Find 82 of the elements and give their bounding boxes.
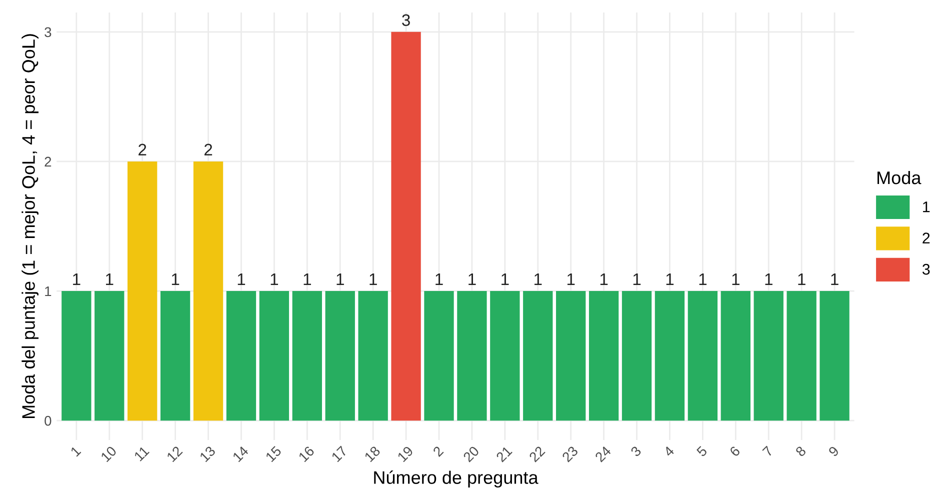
data-label: 1 <box>798 274 806 285</box>
bar <box>358 291 388 421</box>
x-tick-label: 15 <box>265 446 282 462</box>
data-label: 1 <box>502 274 509 285</box>
bar <box>556 291 586 421</box>
bar <box>325 291 355 421</box>
bar <box>391 32 421 421</box>
data-label: 1 <box>270 274 278 285</box>
bar <box>720 291 750 421</box>
x-tick-label: 4 <box>663 446 675 458</box>
data-label: 1 <box>370 274 377 285</box>
data-label: 1 <box>831 274 838 285</box>
x-tick-label: 18 <box>364 446 381 462</box>
bar <box>786 291 816 421</box>
x-tick-label: 9 <box>828 446 840 458</box>
data-label: 1 <box>436 274 443 285</box>
x-tick-label: 10 <box>100 446 118 462</box>
bar <box>259 291 290 421</box>
y-tick-label: 3 <box>44 27 52 38</box>
data-label: 1 <box>765 274 772 285</box>
y-tick-label: 2 <box>44 156 52 167</box>
legend-label: 2 <box>922 232 930 244</box>
data-label: 1 <box>534 274 542 285</box>
bar <box>523 291 553 421</box>
data-label: 1 <box>633 274 641 285</box>
bar <box>654 291 685 421</box>
data-label: 3 <box>402 14 410 26</box>
x-tick-label: 2 <box>432 446 444 457</box>
data-label: 1 <box>304 274 311 285</box>
bar <box>490 291 520 421</box>
x-tick-label: 3 <box>630 446 642 458</box>
legend-label: 3 <box>922 264 930 275</box>
x-axis-title: Número de pregunta <box>374 470 538 488</box>
x-tick-label: 11 <box>134 446 150 462</box>
bar <box>754 291 784 421</box>
y-tick-label: 0 <box>44 416 52 426</box>
x-tick-label: 24 <box>594 445 612 462</box>
legend-label: 1 <box>923 202 930 212</box>
x-tick-label: 13 <box>199 446 216 462</box>
x-tick-label: 1 <box>70 446 82 457</box>
y-tick-label: 1 <box>45 286 52 296</box>
x-tick-label: 5 <box>696 446 708 458</box>
x-tick-label: 16 <box>298 446 315 462</box>
y-axis-title: Moda del puntaje (1 = mejor QoL, 4 = peor QoL) <box>22 34 38 418</box>
data-label: 1 <box>336 274 344 285</box>
x-tick-label: 20 <box>462 446 480 463</box>
bar <box>424 291 454 421</box>
bar <box>128 161 158 421</box>
x-tick-label: 8 <box>794 446 807 458</box>
bar <box>622 291 652 421</box>
data-label: 1 <box>73 274 80 285</box>
bar <box>94 291 124 421</box>
data-label: 1 <box>699 274 707 285</box>
bar <box>688 291 718 421</box>
data-label: 1 <box>106 274 114 285</box>
bar <box>588 291 619 421</box>
bar <box>292 291 322 421</box>
data-label: 1 <box>666 274 674 285</box>
bar <box>62 291 92 421</box>
bar <box>226 291 256 421</box>
bar <box>457 291 487 421</box>
x-tick-label: 21 <box>496 446 512 462</box>
x-tick-label: 22 <box>528 446 546 462</box>
data-label: 1 <box>172 274 180 285</box>
data-label: 1 <box>600 274 608 285</box>
data-label: 2 <box>138 144 146 156</box>
x-tick-label: 17 <box>331 446 348 462</box>
bar <box>820 291 850 421</box>
x-tick-label: 7 <box>762 446 774 457</box>
x-tick-label: 14 <box>232 446 249 462</box>
data-label: 1 <box>238 274 246 285</box>
x-tick-label: 12 <box>166 446 183 462</box>
data-label: 1 <box>567 274 575 285</box>
x-tick-label: 19 <box>397 446 414 462</box>
bar <box>193 161 224 421</box>
x-tick-label: 23 <box>562 446 579 463</box>
data-label: 1 <box>732 274 740 285</box>
legend-title: Moda <box>878 170 922 184</box>
data-label: 1 <box>468 274 476 285</box>
bar <box>160 291 190 421</box>
x-tick-label: 6 <box>729 446 741 458</box>
data-label: 2 <box>204 144 212 156</box>
